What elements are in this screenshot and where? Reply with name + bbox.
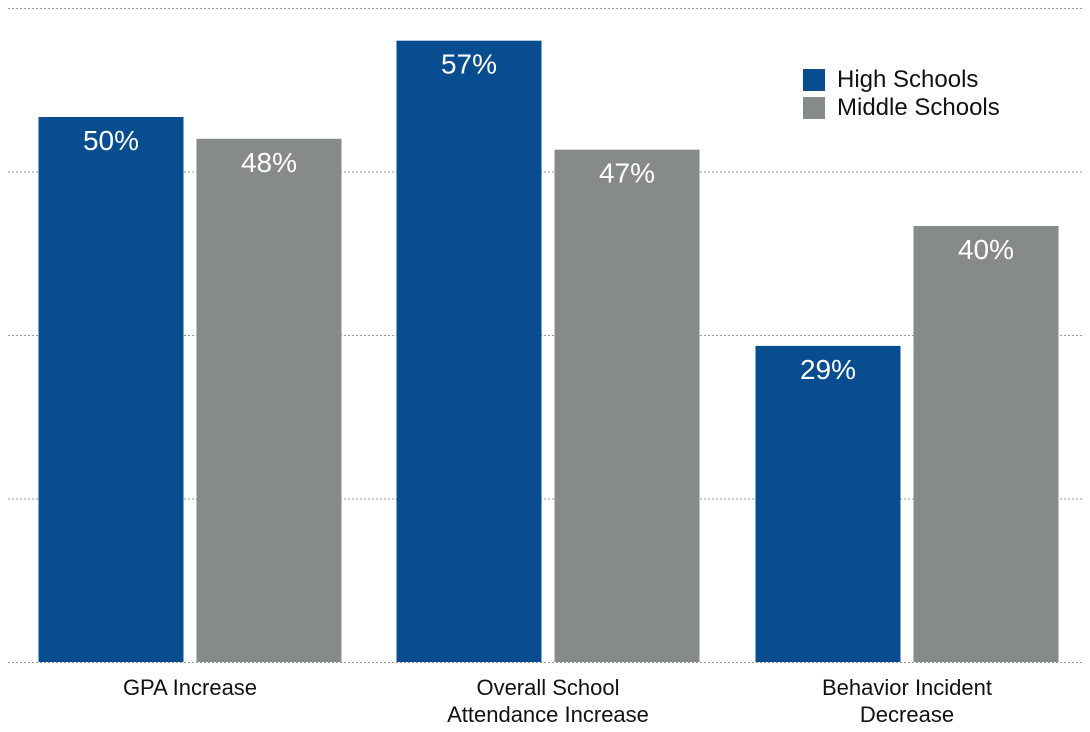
category-label: Behavior Incident Decrease: [822, 675, 992, 727]
legend-swatch-high-schools: [803, 69, 825, 91]
bar-middle-schools: [554, 149, 700, 662]
legend-swatch-middle-schools: [803, 97, 825, 119]
gridlines: [8, 8, 1082, 663]
category-label: GPA Increase: [123, 675, 257, 700]
legend: High Schools Middle Schools: [803, 66, 1000, 122]
legend-item-middle-schools: Middle Schools: [803, 94, 1000, 122]
bar-middle-schools: [913, 226, 1059, 662]
category-label-line: Decrease: [860, 702, 954, 727]
legend-item-high-schools: High Schools: [803, 66, 1000, 94]
bar-high-schools: [755, 345, 901, 662]
bar-value-label: 29%: [800, 354, 856, 385]
bar-value-label: 50%: [83, 125, 139, 156]
bar-high-schools: [38, 117, 184, 662]
bar-middle-schools: [196, 138, 342, 663]
category-label: Overall School Attendance Increase: [447, 675, 649, 727]
category-label-line: GPA Increase: [123, 675, 257, 700]
category-label-line: Behavior Incident: [822, 675, 992, 700]
bar-value-label: 48%: [241, 147, 297, 178]
legend-label-middle-schools: Middle Schools: [837, 94, 1000, 121]
bar-value-label: 47%: [599, 158, 655, 189]
category-label-line: Attendance Increase: [447, 702, 649, 727]
bar-high-schools: [396, 40, 542, 662]
category-label-line: Overall School: [476, 675, 619, 700]
category-labels: GPA Increase Overall School Attendance Inc…: [123, 675, 992, 727]
bars: [38, 40, 1059, 663]
bar-value-label: 40%: [958, 234, 1014, 265]
bar-value-label: 57%: [441, 49, 497, 80]
legend-label-high-schools: High Schools: [837, 66, 979, 93]
bar-value-labels: 50% 48% 57% 47% 29% 40%: [83, 49, 1014, 385]
